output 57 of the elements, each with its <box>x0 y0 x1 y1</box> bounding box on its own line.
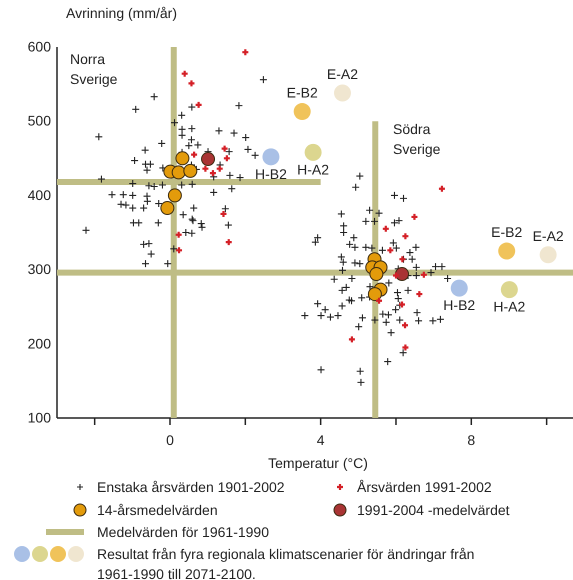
point <box>180 70 189 78</box>
legend-label: 14-årsmedelvärden <box>97 502 218 518</box>
point <box>294 103 311 120</box>
point <box>168 188 182 202</box>
point <box>160 201 174 216</box>
point <box>201 152 216 166</box>
point <box>540 246 557 264</box>
text: Resultat från fyra regionala klimatscenarier för ändringar från 1961-1990 till 2071-2100. <box>97 546 474 580</box>
series-label: H-B2 <box>254 166 288 182</box>
point <box>450 280 468 297</box>
point <box>183 164 198 178</box>
x-tick-label: 4 <box>316 432 325 448</box>
y-tick-label: 300 <box>28 261 52 278</box>
text: H-A2 <box>493 298 526 315</box>
y-tick-label: 200 <box>28 335 52 352</box>
series-label: E-A2 <box>326 66 358 82</box>
point <box>386 246 394 254</box>
point <box>334 84 351 102</box>
point <box>498 242 516 260</box>
legend-label: Årsvärden 1991-2002 <box>357 479 492 495</box>
point <box>172 165 186 180</box>
point <box>368 287 382 302</box>
point <box>224 238 233 246</box>
legend-label: Enstaka årsvärden 1901-2002 <box>97 479 285 495</box>
point <box>500 281 518 298</box>
x-tick-label: 0 <box>166 432 174 448</box>
point <box>201 164 210 173</box>
legend-label: 1991-2004 -medelvärdet <box>357 502 510 518</box>
point <box>222 154 231 162</box>
point <box>175 151 190 166</box>
annotation: Norra Sverige <box>70 51 118 87</box>
point <box>220 144 229 153</box>
y-tick-label: 400 <box>28 186 52 203</box>
y-tick-label: 500 <box>28 112 52 129</box>
y-tick-label: 600 <box>28 38 52 54</box>
point <box>369 267 384 282</box>
point <box>174 230 183 239</box>
point <box>395 267 410 282</box>
point <box>262 148 280 166</box>
annotation: Södra Sverige <box>393 121 441 157</box>
text: E-A2 <box>532 228 564 244</box>
y-axis-title: Avrinning (mm/år) <box>66 5 177 21</box>
x-axis-title: Temperatur (°C) <box>268 455 368 471</box>
point <box>304 144 322 161</box>
y-tick-label: 100 <box>28 409 52 426</box>
x-tick-label: 8 <box>467 432 476 448</box>
series-label: H-A2 <box>297 161 330 178</box>
text: H-B2 <box>443 297 476 314</box>
point <box>241 48 250 56</box>
point <box>216 164 224 173</box>
point <box>194 100 203 109</box>
legend-label: Medelvärden för 1961-1990 <box>97 524 270 540</box>
series-label: E-B2 <box>286 84 318 101</box>
text: E-B2 <box>491 224 522 240</box>
point <box>382 224 390 233</box>
point <box>420 270 428 279</box>
point <box>401 232 410 240</box>
